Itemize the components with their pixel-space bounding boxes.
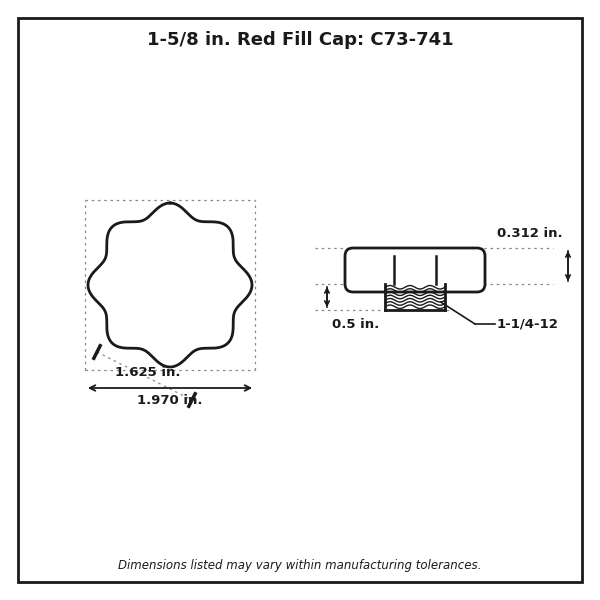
Text: 0.5 in.: 0.5 in. <box>332 318 379 331</box>
Text: 1-1/4-12: 1-1/4-12 <box>497 317 559 331</box>
Text: 1.970 in.: 1.970 in. <box>137 395 203 407</box>
Text: 1-5/8 in. Red Fill Cap: C73-741: 1-5/8 in. Red Fill Cap: C73-741 <box>146 31 454 49</box>
Text: Dimensions listed may vary within manufacturing tolerances.: Dimensions listed may vary within manufa… <box>118 559 482 571</box>
FancyBboxPatch shape <box>345 248 485 292</box>
Text: 0.312 in.: 0.312 in. <box>497 227 563 240</box>
Text: 1.625 in.: 1.625 in. <box>115 365 181 379</box>
